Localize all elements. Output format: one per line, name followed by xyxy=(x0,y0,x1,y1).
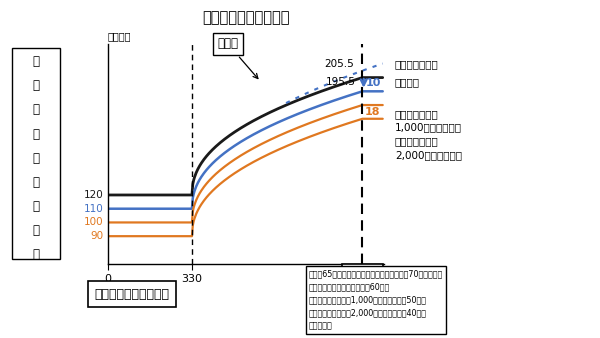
FancyBboxPatch shape xyxy=(12,48,60,259)
Text: 195.5: 195.5 xyxy=(325,77,355,87)
Text: 100: 100 xyxy=(84,217,103,227)
Text: 90: 90 xyxy=(90,231,103,241)
Text: （６５才以上の場合）: （６５才以上の場合） xyxy=(202,10,290,25)
Text: 年: 年 xyxy=(32,103,40,116)
Text: 改正前: 改正前 xyxy=(217,38,258,78)
Text: 除: 除 xyxy=(32,200,40,213)
Text: 公: 公 xyxy=(32,55,40,68)
Text: 的: 的 xyxy=(32,79,40,92)
Text: （注）65才未満の場合、最低保障額（改正前70万円）は、
　・基礎控除への振替によら60万円
　・年金以外の所得1,000万円超の場合は50万円
　・年金以外の: （注）65才未満の場合、最低保障額（改正前70万円）は、 ・基礎控除への振替によ… xyxy=(309,269,443,331)
Text: 上限設定: 上限設定 xyxy=(395,77,420,87)
Text: 年金以外の所得
2,000万円超の場合: 年金以外の所得 2,000万円超の場合 xyxy=(395,137,462,160)
Text: 金: 金 xyxy=(32,127,40,141)
Text: 控: 控 xyxy=(32,176,40,189)
Text: 基礎控除へ振替: 基礎控除へ振替 xyxy=(395,59,439,69)
Text: 1,000: 1,000 xyxy=(346,268,379,281)
Text: 205.5: 205.5 xyxy=(324,59,354,69)
Text: 18: 18 xyxy=(365,107,380,117)
Text: 110: 110 xyxy=(83,204,103,214)
Text: （万円）: （万円） xyxy=(378,266,403,276)
Text: の: の xyxy=(32,224,40,237)
Text: 120: 120 xyxy=(83,190,103,200)
Text: 公的年金等の収入金額: 公的年金等の収入金額 xyxy=(95,288,170,300)
Text: 10: 10 xyxy=(365,78,381,88)
Text: 年金以外の所得
1,000万円超の場合: 年金以外の所得 1,000万円超の場合 xyxy=(395,109,462,132)
Text: （万円）: （万円） xyxy=(108,31,131,41)
Text: 等: 等 xyxy=(32,152,40,165)
Text: 額: 額 xyxy=(32,248,40,261)
